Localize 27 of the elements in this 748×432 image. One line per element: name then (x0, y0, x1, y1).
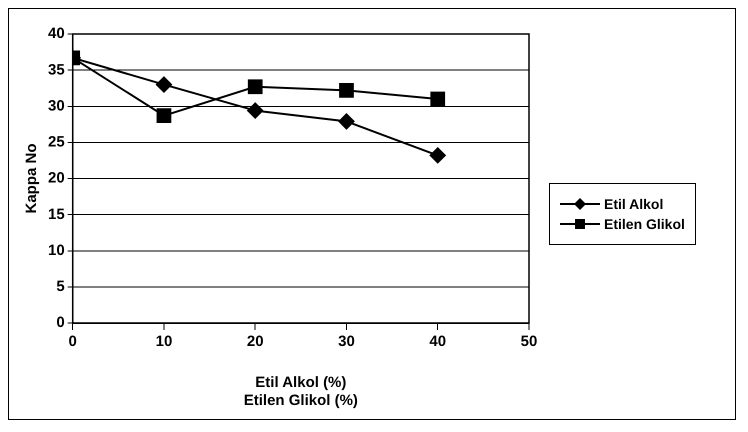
y-tick-label: 35 (48, 61, 65, 78)
legend-label: Etilen Glikol (604, 216, 685, 232)
x-tick-label: 20 (246, 333, 264, 350)
point (339, 82, 354, 98)
x-tick-label: 30 (338, 333, 355, 350)
x-axis-title: Etil Alkol (%) Etilen Glikol (%) (244, 374, 358, 410)
x-tick-label: 10 (156, 333, 172, 350)
y-tick-label: 0 (56, 314, 65, 332)
y-tick-label: 5 (56, 278, 65, 296)
y-axis-title: Kappa No (23, 143, 40, 214)
y-tick-label: 30 (48, 97, 65, 114)
point (248, 79, 263, 94)
x-tick-label: 40 (429, 333, 446, 350)
point (430, 147, 446, 164)
y-tick-label: 10 (48, 242, 65, 259)
point (156, 76, 172, 93)
point (430, 92, 446, 106)
legend-label: Etil Alkol (604, 196, 664, 212)
y-tick-label: 40 (48, 25, 65, 42)
point (247, 102, 264, 119)
y-tick-label: 15 (48, 206, 65, 223)
point (156, 108, 172, 124)
x-tick-label: 50 (520, 333, 538, 350)
y-tick-label: 25 (48, 134, 65, 151)
y-tick-label: 20 (48, 170, 65, 187)
x-tick-label: 0 (68, 333, 77, 350)
point (338, 113, 354, 130)
